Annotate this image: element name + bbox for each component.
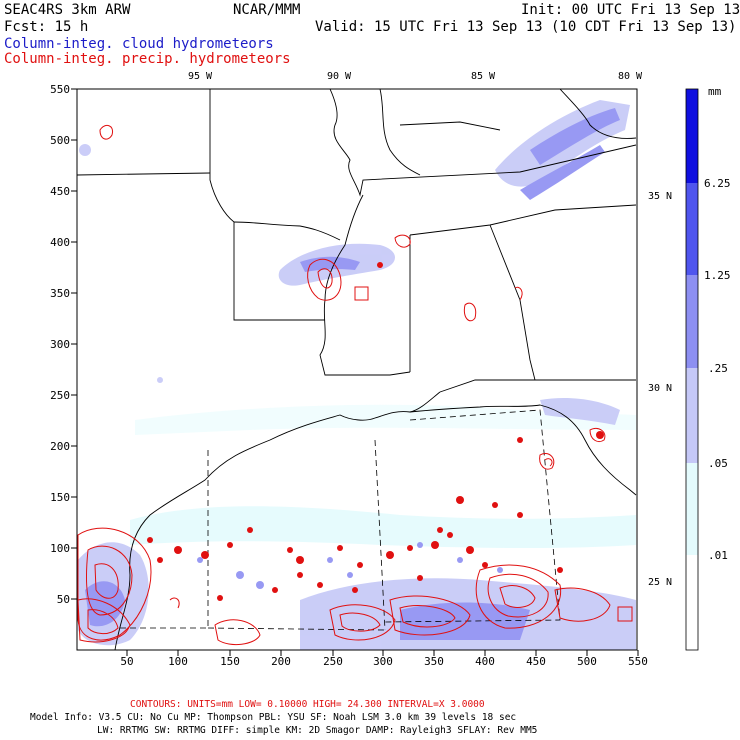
contours-info: CONTOURS: UNITS=mm LOW= 0.10000 HIGH= 24… xyxy=(130,699,485,710)
lat-label-30n: 30 N xyxy=(648,383,673,394)
y-tick-100: 100 xyxy=(50,542,70,555)
x-tick-500: 500 xyxy=(577,655,597,668)
colorbar-label-6-25: 6.25 xyxy=(704,177,731,190)
model-info-line2: LW: RRTMG SW: RRTMG DIFF: simple KM: 2D … xyxy=(97,725,538,736)
cloud-field-label: Column-integ. cloud hydrometeors xyxy=(4,36,274,52)
y-tick-200: 200 xyxy=(50,440,70,453)
precip-contours xyxy=(77,124,633,646)
colorbar-label-0-05: .05 xyxy=(708,457,728,470)
colorbar xyxy=(685,88,699,651)
x-tick-250: 250 xyxy=(323,655,343,668)
organization-label: NCAR/MMM xyxy=(233,2,301,18)
y-tick-250: 250 xyxy=(50,389,70,402)
y-tick-450: 450 xyxy=(50,185,70,198)
lon-label-95w: 95 W xyxy=(188,71,213,82)
lon-label-80w: 80 W xyxy=(618,71,643,82)
lon-label-90w: 90 W xyxy=(327,71,352,82)
x-tick-150: 150 xyxy=(220,655,240,668)
subdomain-boxes xyxy=(120,409,561,631)
lat-label-35n: 35 N xyxy=(648,191,673,202)
precip-cores xyxy=(147,262,604,601)
plot-frame xyxy=(76,88,638,651)
y-tick-400: 400 xyxy=(50,236,70,249)
model-title: SEAC4RS 3km ARW xyxy=(4,2,131,18)
cloud-shading xyxy=(78,100,636,650)
y-tick-350: 350 xyxy=(50,287,70,300)
x-tick-350: 350 xyxy=(424,655,444,668)
precip-field-label: Column-integ. precip. hydrometeors xyxy=(4,51,291,67)
boundaries xyxy=(77,89,637,650)
colorbar-label-0-01: .01 xyxy=(708,549,728,562)
lat-label-25n: 25 N xyxy=(648,577,673,588)
valid-time: Valid: 15 UTC Fri 13 Sep 13 (10 CDT Fri … xyxy=(315,19,737,35)
init-time: Init: 00 UTC Fri 13 Sep 13 xyxy=(521,2,740,18)
x-tick-100: 100 xyxy=(168,655,188,668)
y-tick-50: 50 xyxy=(56,593,70,606)
y-tick-150: 150 xyxy=(50,491,70,504)
colorbar-unit: mm xyxy=(708,85,722,98)
x-tick-550: 550 xyxy=(628,655,648,668)
lon-label-85w: 85 W xyxy=(471,71,496,82)
axis-ticks xyxy=(71,88,639,656)
y-tick-300: 300 xyxy=(50,338,70,351)
x-tick-400: 400 xyxy=(475,655,495,668)
x-tick-200: 200 xyxy=(271,655,291,668)
forecast-hour: Fcst: 15 h xyxy=(4,19,89,35)
x-tick-450: 450 xyxy=(526,655,546,668)
y-tick-500: 500 xyxy=(50,134,70,147)
model-info-line1: Model Info: V3.5 CU: No Cu MP: Thompson … xyxy=(30,712,517,723)
colorbar-label-0-25: .25 xyxy=(708,362,728,375)
colorbar-label-1-25: 1.25 xyxy=(704,269,731,282)
x-tick-300: 300 xyxy=(373,655,393,668)
y-tick-550: 550 xyxy=(50,83,70,96)
x-tick-50: 50 xyxy=(120,655,134,668)
